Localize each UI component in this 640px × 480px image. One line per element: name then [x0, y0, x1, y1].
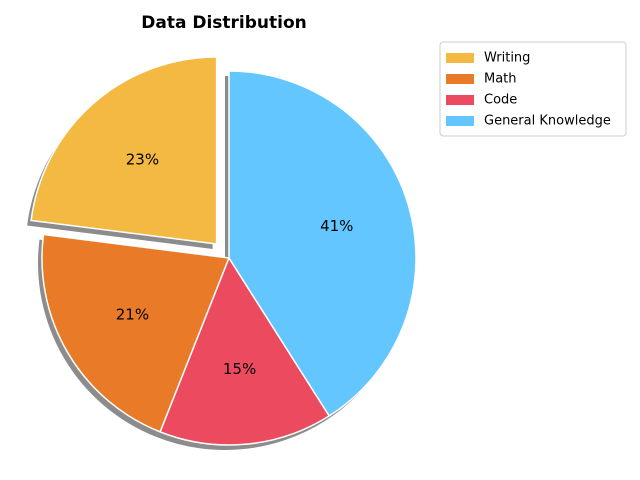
legend: Writing Math Code General Knowledge	[439, 41, 627, 137]
wedge	[159, 256, 331, 446]
legend-label: Math	[484, 72, 517, 87]
legend-swatch	[446, 116, 474, 126]
value-label: 41%	[320, 217, 353, 235]
legend-box	[439, 41, 627, 137]
value-label: 23%	[126, 150, 159, 168]
legend-label: Writing	[484, 51, 530, 66]
value-label: 15%	[223, 360, 256, 378]
legend-swatch	[446, 74, 474, 84]
legend-swatch	[446, 95, 474, 105]
wedge	[41, 233, 231, 433]
chart-title: Data Distribution	[141, 13, 307, 33]
wedge	[30, 56, 218, 245]
value-label: 21%	[116, 306, 149, 324]
labels: 23% 21% 15% 41%	[116, 150, 354, 378]
wedges	[30, 56, 417, 446]
legend-label: Code	[484, 93, 517, 108]
wedge	[228, 70, 417, 417]
legend-label: General Knowledge	[484, 114, 611, 129]
legend-swatch	[446, 53, 474, 63]
